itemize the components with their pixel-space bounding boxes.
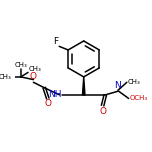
Text: CH₃: CH₃ bbox=[29, 66, 42, 71]
Text: N: N bbox=[114, 81, 121, 90]
Text: CH₃: CH₃ bbox=[0, 74, 12, 80]
Text: O: O bbox=[44, 99, 51, 108]
Text: CH₃: CH₃ bbox=[14, 62, 27, 68]
Polygon shape bbox=[83, 77, 85, 95]
Text: O: O bbox=[30, 72, 37, 81]
Text: NH: NH bbox=[48, 90, 61, 99]
Text: F: F bbox=[53, 37, 58, 46]
Text: O: O bbox=[99, 107, 106, 116]
Text: CH₃: CH₃ bbox=[128, 79, 140, 85]
Text: OCH₃: OCH₃ bbox=[130, 95, 148, 101]
